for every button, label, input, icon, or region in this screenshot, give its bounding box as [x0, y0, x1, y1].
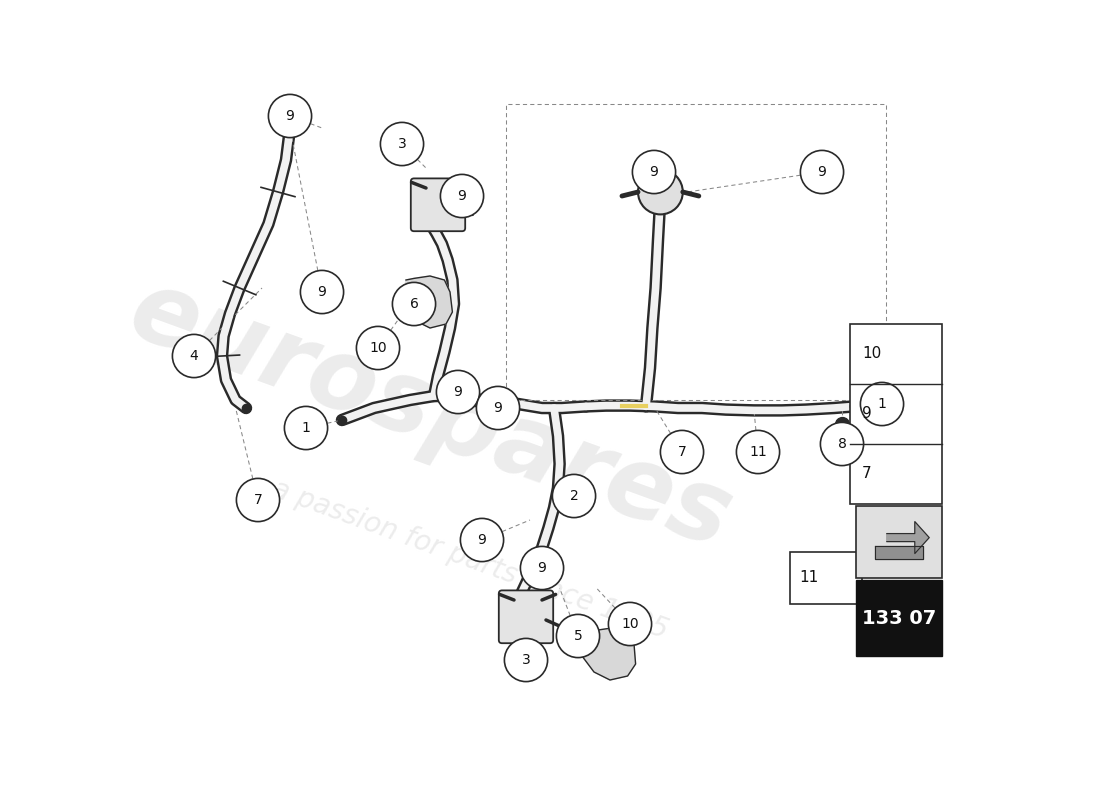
- Text: 1: 1: [878, 397, 887, 411]
- Circle shape: [608, 602, 651, 646]
- Text: 9: 9: [538, 561, 547, 575]
- Polygon shape: [874, 546, 923, 559]
- Bar: [856, 580, 942, 656]
- Text: 9: 9: [650, 165, 659, 179]
- Text: 1: 1: [301, 421, 310, 435]
- Text: 4: 4: [189, 349, 198, 363]
- Text: 9: 9: [817, 165, 826, 179]
- Text: 9: 9: [494, 401, 503, 415]
- Text: 8: 8: [837, 437, 846, 451]
- Text: 11: 11: [800, 570, 818, 586]
- Text: 9: 9: [318, 285, 327, 299]
- Circle shape: [736, 430, 780, 474]
- Text: 9: 9: [477, 533, 486, 547]
- Circle shape: [632, 150, 675, 194]
- Circle shape: [476, 386, 519, 430]
- Circle shape: [552, 474, 595, 518]
- FancyBboxPatch shape: [498, 590, 553, 643]
- Polygon shape: [887, 522, 929, 554]
- Bar: [790, 552, 862, 604]
- Circle shape: [437, 370, 480, 414]
- Text: 11: 11: [749, 445, 767, 459]
- Bar: [850, 324, 942, 504]
- Text: 6: 6: [409, 297, 418, 311]
- Polygon shape: [402, 276, 452, 328]
- Text: 10: 10: [621, 617, 639, 631]
- Circle shape: [440, 174, 484, 218]
- FancyBboxPatch shape: [410, 178, 465, 231]
- Text: 3: 3: [521, 653, 530, 667]
- Text: 9: 9: [286, 109, 295, 123]
- Text: 9: 9: [453, 385, 462, 399]
- Circle shape: [557, 614, 600, 658]
- Circle shape: [520, 546, 563, 590]
- Circle shape: [300, 270, 343, 314]
- Text: 7: 7: [678, 445, 686, 459]
- Circle shape: [461, 518, 504, 562]
- Text: a passion for parts since 1985: a passion for parts since 1985: [268, 475, 672, 645]
- Text: 9: 9: [862, 406, 871, 422]
- Text: 5: 5: [573, 629, 582, 643]
- Circle shape: [381, 122, 424, 166]
- Circle shape: [638, 170, 683, 214]
- Circle shape: [660, 430, 704, 474]
- Text: 2: 2: [570, 489, 579, 503]
- Text: 10: 10: [862, 346, 881, 362]
- Text: 10: 10: [370, 341, 387, 355]
- Text: 3: 3: [397, 137, 406, 151]
- Text: 7: 7: [862, 466, 871, 482]
- Circle shape: [801, 150, 844, 194]
- Circle shape: [173, 334, 216, 378]
- Text: 7: 7: [254, 493, 263, 507]
- Circle shape: [268, 94, 311, 138]
- Bar: [856, 506, 942, 578]
- Circle shape: [356, 326, 399, 370]
- Circle shape: [505, 638, 548, 682]
- Text: eurospares: eurospares: [117, 262, 744, 570]
- Circle shape: [821, 422, 864, 466]
- Circle shape: [860, 382, 903, 426]
- Text: 9: 9: [458, 189, 466, 203]
- Circle shape: [236, 478, 279, 522]
- Polygon shape: [582, 628, 636, 680]
- Circle shape: [393, 282, 436, 326]
- Text: 133 07: 133 07: [861, 609, 936, 627]
- Circle shape: [285, 406, 328, 450]
